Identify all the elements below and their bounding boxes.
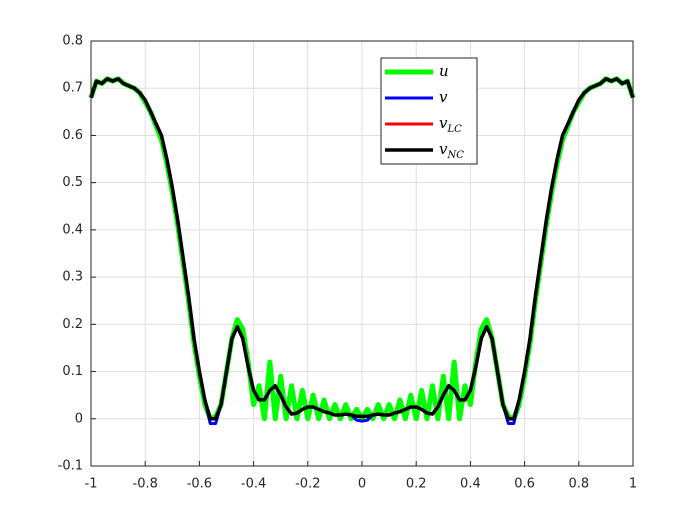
legend-label: v [439,88,448,106]
y-tick-label: 0.7 [62,81,83,96]
ticks: -1 -0.8 -0.6 -0.4 -0.2 0 0.2 0.4 0.6 0.8 1 -0.1 0 0.1… [58,34,638,492]
legend: uv vLC vNC [380,57,478,165]
y-tick-label: 0 [75,411,83,426]
y-tick-label: 0.5 [62,175,83,190]
legend-box [380,57,478,165]
plot-lines [88,76,636,425]
x-tick-label: 0 [358,477,366,492]
x-tick-label: -0.2 [295,477,320,492]
series-line [89,77,635,421]
x-tick-label: -0.4 [241,477,266,492]
x-tick-label: 0.8 [568,477,589,492]
x-tick-label: 1 [629,477,637,492]
x-tick-label: 0.6 [514,477,535,492]
y-tick-label: 0.6 [62,128,83,143]
legend-label: vLC [439,114,462,135]
y-tick-label: 0.4 [62,222,83,237]
x-tick-label: 0.2 [406,477,427,492]
y-tick-label: 0.1 [62,364,83,379]
legend-label: vNC [439,140,464,161]
y-tick-label: -0.1 [58,459,83,474]
y-tick-label: 0.3 [62,270,83,285]
y-tick-label: 0.8 [62,34,83,49]
legend-label: u [439,62,449,80]
x-tick-label: -1 [85,477,98,492]
x-tick-label: 0.4 [460,477,481,492]
y-tick-label: 0.2 [62,317,83,332]
x-tick-label: -0.8 [133,477,158,492]
x-tick-label: -0.6 [187,477,212,492]
